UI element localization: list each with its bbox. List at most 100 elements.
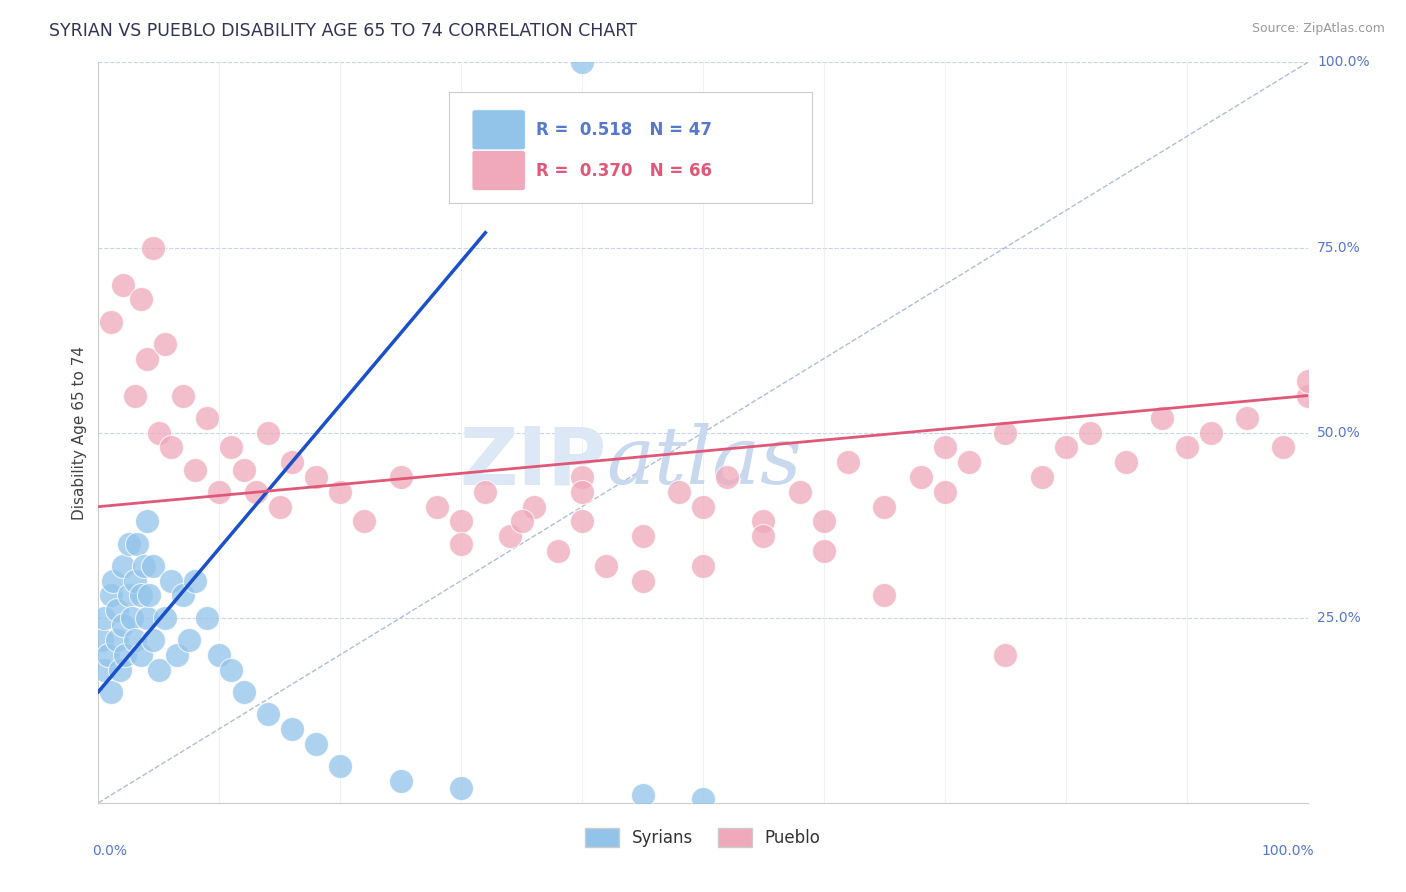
Point bbox=[389, 470, 412, 484]
Text: R =  0.370   N = 66: R = 0.370 N = 66 bbox=[536, 161, 711, 179]
Point bbox=[631, 574, 654, 588]
Point bbox=[994, 425, 1017, 440]
Point bbox=[221, 441, 243, 455]
Point bbox=[184, 574, 207, 588]
Point bbox=[93, 663, 115, 677]
Text: Source: ZipAtlas.com: Source: ZipAtlas.com bbox=[1251, 22, 1385, 36]
Point bbox=[179, 632, 201, 647]
Point bbox=[571, 470, 593, 484]
Text: R =  0.518   N = 47: R = 0.518 N = 47 bbox=[536, 120, 711, 139]
Point bbox=[100, 685, 122, 699]
Point bbox=[148, 663, 170, 677]
Point bbox=[873, 500, 896, 514]
Point bbox=[135, 610, 157, 624]
Point bbox=[153, 610, 176, 624]
Point bbox=[93, 610, 115, 624]
Point bbox=[166, 648, 188, 662]
Point bbox=[595, 558, 617, 573]
Point bbox=[160, 574, 183, 588]
Point bbox=[269, 500, 291, 514]
Point bbox=[245, 484, 267, 499]
Point bbox=[1236, 410, 1258, 425]
Text: 0.0%: 0.0% bbox=[93, 844, 128, 857]
Point bbox=[114, 648, 136, 662]
Point bbox=[752, 515, 775, 529]
Point bbox=[208, 484, 231, 499]
Point bbox=[1175, 441, 1198, 455]
Text: atlas: atlas bbox=[606, 424, 801, 501]
Point bbox=[124, 574, 146, 588]
Point bbox=[256, 706, 278, 721]
Point bbox=[100, 314, 122, 328]
Point bbox=[1078, 425, 1101, 440]
Point bbox=[111, 558, 134, 573]
Point bbox=[118, 589, 141, 603]
Point bbox=[232, 462, 254, 476]
Point bbox=[105, 632, 128, 647]
Point bbox=[571, 484, 593, 499]
Point bbox=[124, 388, 146, 402]
Text: 75.0%: 75.0% bbox=[1317, 241, 1361, 254]
Point bbox=[129, 293, 152, 307]
Point bbox=[305, 470, 328, 484]
Point bbox=[692, 558, 714, 573]
Y-axis label: Disability Age 65 to 74: Disability Age 65 to 74 bbox=[72, 345, 87, 520]
Point bbox=[329, 484, 352, 499]
Point bbox=[129, 648, 152, 662]
Point bbox=[716, 470, 738, 484]
Point bbox=[97, 648, 120, 662]
Point bbox=[692, 500, 714, 514]
Point bbox=[789, 484, 811, 499]
Point bbox=[124, 632, 146, 647]
Point bbox=[1115, 455, 1137, 469]
Point bbox=[138, 589, 160, 603]
Point bbox=[631, 789, 654, 803]
Legend: Syrians, Pueblo: Syrians, Pueblo bbox=[579, 822, 827, 854]
Point bbox=[172, 388, 194, 402]
Point bbox=[305, 737, 328, 751]
Point bbox=[450, 536, 472, 550]
Text: 100.0%: 100.0% bbox=[1317, 55, 1369, 70]
Point bbox=[571, 515, 593, 529]
Point bbox=[1152, 410, 1174, 425]
Point bbox=[523, 500, 546, 514]
Point bbox=[1054, 441, 1077, 455]
Point bbox=[668, 484, 690, 499]
Text: 25.0%: 25.0% bbox=[1317, 611, 1361, 624]
Point bbox=[994, 648, 1017, 662]
Point bbox=[813, 515, 835, 529]
Point bbox=[105, 603, 128, 617]
Point bbox=[426, 500, 449, 514]
Point bbox=[256, 425, 278, 440]
Point bbox=[208, 648, 231, 662]
Point bbox=[1296, 374, 1319, 388]
Point bbox=[957, 455, 980, 469]
Point bbox=[837, 455, 859, 469]
Point bbox=[510, 515, 533, 529]
Point bbox=[148, 425, 170, 440]
Point bbox=[329, 758, 352, 772]
Point bbox=[547, 544, 569, 558]
Point bbox=[195, 610, 218, 624]
Point bbox=[692, 792, 714, 806]
Point bbox=[153, 336, 176, 351]
Point bbox=[184, 462, 207, 476]
Point bbox=[474, 484, 496, 499]
Point bbox=[221, 663, 243, 677]
Point bbox=[498, 529, 520, 543]
FancyBboxPatch shape bbox=[449, 92, 811, 203]
Point bbox=[111, 618, 134, 632]
Point bbox=[100, 589, 122, 603]
FancyBboxPatch shape bbox=[472, 151, 526, 191]
Point bbox=[129, 589, 152, 603]
Point bbox=[752, 529, 775, 543]
Text: 100.0%: 100.0% bbox=[1261, 844, 1313, 857]
Point bbox=[135, 351, 157, 366]
Point bbox=[813, 544, 835, 558]
Point bbox=[1031, 470, 1053, 484]
Point bbox=[142, 240, 165, 255]
Point bbox=[934, 441, 956, 455]
Text: ZIP: ZIP bbox=[458, 423, 606, 501]
Point bbox=[135, 515, 157, 529]
Point bbox=[389, 773, 412, 788]
